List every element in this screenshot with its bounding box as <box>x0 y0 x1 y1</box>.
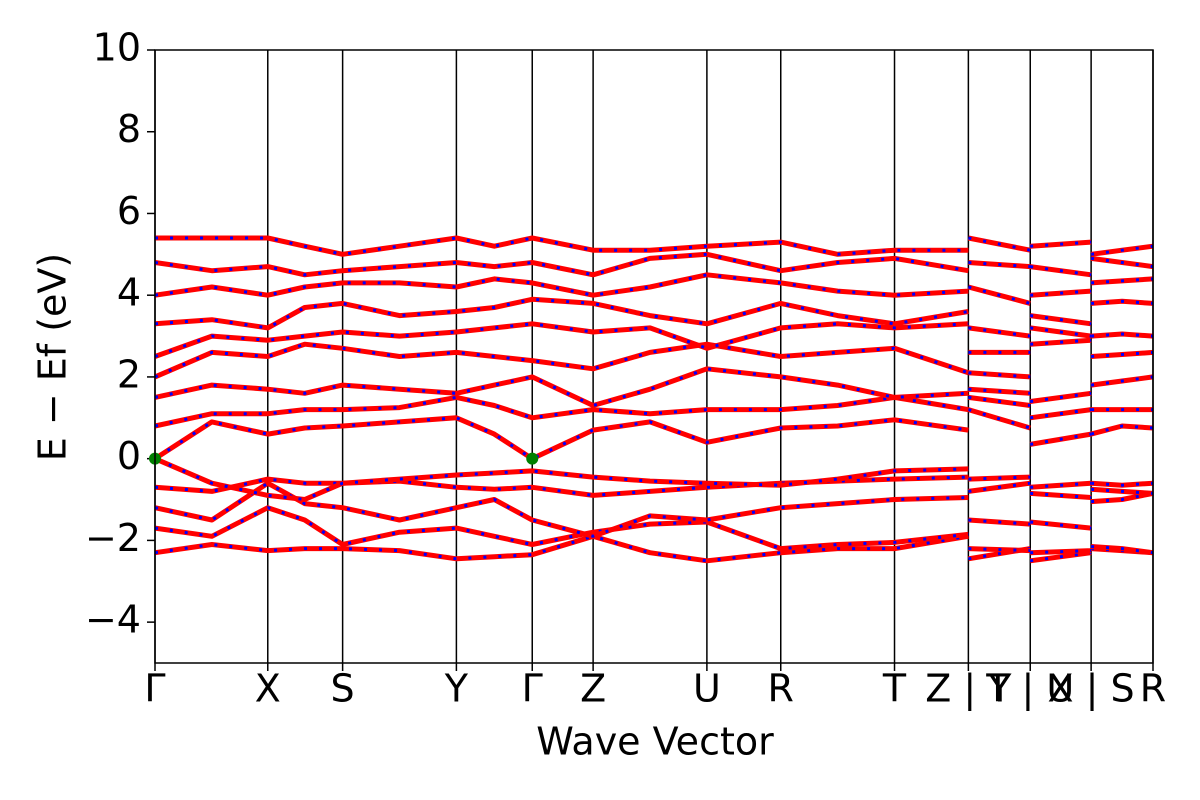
x-axis-label: Wave Vector <box>536 720 774 764</box>
band <box>153 407 1154 462</box>
band-dash <box>154 338 1154 379</box>
x-tick-label: X | S <box>1048 667 1135 712</box>
x-tick-label: Γ <box>144 667 165 711</box>
x-tick-label: R <box>768 667 794 711</box>
band-dash <box>154 322 1154 358</box>
band-dash <box>154 297 1154 338</box>
plot-frame <box>154 49 1154 664</box>
band-dash <box>154 273 1154 305</box>
x-tick-label: X <box>255 667 281 711</box>
band-dash <box>154 367 1154 408</box>
band <box>154 251 1154 278</box>
x-tick-label: R <box>1140 667 1166 711</box>
y-tick-label: −2 <box>85 516 141 560</box>
band-dash <box>154 534 1154 563</box>
y-axis-label: E − Ef (eV) <box>31 253 75 462</box>
x-tick-label: Y <box>444 667 469 711</box>
x-tick-label: S <box>331 667 355 711</box>
band-dash <box>154 395 1153 428</box>
band <box>154 272 1154 306</box>
band-dash <box>154 475 1154 499</box>
y-tick-label: 0 <box>117 434 141 478</box>
y-tick-label: 6 <box>117 189 141 233</box>
y-tick-label: 4 <box>117 271 141 315</box>
band-dash <box>154 408 1154 461</box>
band-dash <box>154 457 1154 502</box>
y-tick-label: 2 <box>117 352 141 396</box>
x-tick-label: T | U <box>985 667 1074 712</box>
band-dash <box>154 506 1154 555</box>
band-dash <box>154 252 1154 277</box>
y-tick-label: 8 <box>117 107 141 151</box>
y-tick-label: 10 <box>93 26 141 70</box>
x-tick-label: Γ <box>522 667 543 711</box>
band-dash <box>155 236 1154 256</box>
x-tick-label: U <box>693 667 721 711</box>
band <box>154 337 1154 380</box>
x-tick-label: T <box>882 667 907 711</box>
y-tick-label: −4 <box>85 598 141 642</box>
x-tick-label: Z <box>580 667 606 711</box>
x-tick-label: Z | Y <box>925 667 1012 712</box>
band-dash <box>154 481 1154 538</box>
point <box>526 452 539 465</box>
